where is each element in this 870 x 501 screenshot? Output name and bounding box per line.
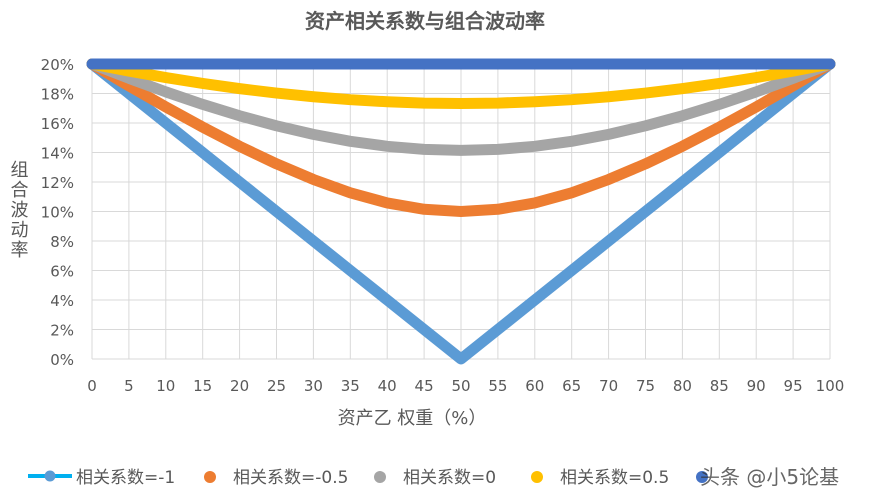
x-tick-label: 25 bbox=[267, 377, 286, 395]
y-tick-label: 4% bbox=[50, 292, 74, 310]
x-tick-label: 20 bbox=[230, 377, 249, 395]
x-tick-label: 0 bbox=[87, 377, 97, 395]
legend-label: 相关系数=-0.5 bbox=[233, 468, 348, 488]
x-axis-ticks: 0 5 10 15 20 25 30 35 40 45 50 55 60 65 70 75 80 85 90 95 10… bbox=[87, 377, 844, 395]
x-tick-label: 80 bbox=[673, 377, 692, 395]
legend-label: 相关系数=-1 bbox=[76, 468, 175, 488]
y-tick-label: 18% bbox=[41, 86, 74, 104]
x-tick-label: 55 bbox=[488, 377, 507, 395]
legend-marker bbox=[531, 471, 543, 483]
series-line bbox=[86, 58, 836, 110]
x-axis-label: 资产乙 权重（%） bbox=[338, 408, 487, 429]
x-tick-label: 45 bbox=[415, 377, 434, 395]
legend-marker bbox=[204, 471, 216, 483]
x-tick-label: 30 bbox=[304, 377, 323, 395]
x-tick-label: 100 bbox=[816, 377, 845, 395]
x-tick-label: 40 bbox=[378, 377, 397, 395]
x-tick-label: 65 bbox=[562, 377, 581, 395]
x-tick-label: 35 bbox=[341, 377, 360, 395]
chart-title: 资产相关系数与组合波动率 bbox=[305, 9, 545, 33]
x-tick-label: 95 bbox=[784, 377, 803, 395]
x-tick-label: 75 bbox=[636, 377, 655, 395]
legend-marker bbox=[374, 471, 386, 483]
y-tick-label: 0% bbox=[50, 351, 74, 369]
legend: 相关系数=-1 相关系数=-0.5 相关系数=0 相关系数=0.5 bbox=[28, 468, 708, 488]
x-tick-label: 85 bbox=[710, 377, 729, 395]
y-axis-ticks: 0% 2% 4% 6% 8% 10% 12% 14% 16% 18% 20% bbox=[41, 56, 74, 369]
y-tick-label: 16% bbox=[41, 115, 74, 133]
watermark: 头条 @小5论基 bbox=[700, 465, 839, 489]
series-lines bbox=[86, 58, 836, 365]
x-tick-label: 10 bbox=[156, 377, 175, 395]
y-tick-label: 6% bbox=[50, 263, 74, 281]
legend-marker bbox=[44, 470, 56, 482]
y-tick-label: 20% bbox=[41, 56, 74, 74]
y-tick-label: 14% bbox=[41, 145, 74, 163]
y-tick-label: 8% bbox=[50, 233, 74, 251]
y-axis-label: 组合波动率 bbox=[8, 160, 29, 260]
x-tick-label: 5 bbox=[124, 377, 134, 395]
y-tick-label: 2% bbox=[50, 322, 74, 340]
y-tick-label: 12% bbox=[41, 174, 74, 192]
series-line bbox=[86, 58, 836, 156]
series-line bbox=[86, 58, 836, 365]
x-tick-label: 50 bbox=[451, 377, 470, 395]
x-tick-label: 70 bbox=[599, 377, 618, 395]
x-tick-label: 60 bbox=[525, 377, 544, 395]
legend-label: 相关系数=0.5 bbox=[560, 468, 669, 488]
x-tick-label: 15 bbox=[193, 377, 212, 395]
x-tick-label: 90 bbox=[747, 377, 766, 395]
y-tick-label: 10% bbox=[41, 204, 74, 222]
series-line bbox=[86, 58, 836, 217]
legend-label: 相关系数=0 bbox=[403, 468, 496, 488]
legend-marker bbox=[696, 471, 708, 483]
